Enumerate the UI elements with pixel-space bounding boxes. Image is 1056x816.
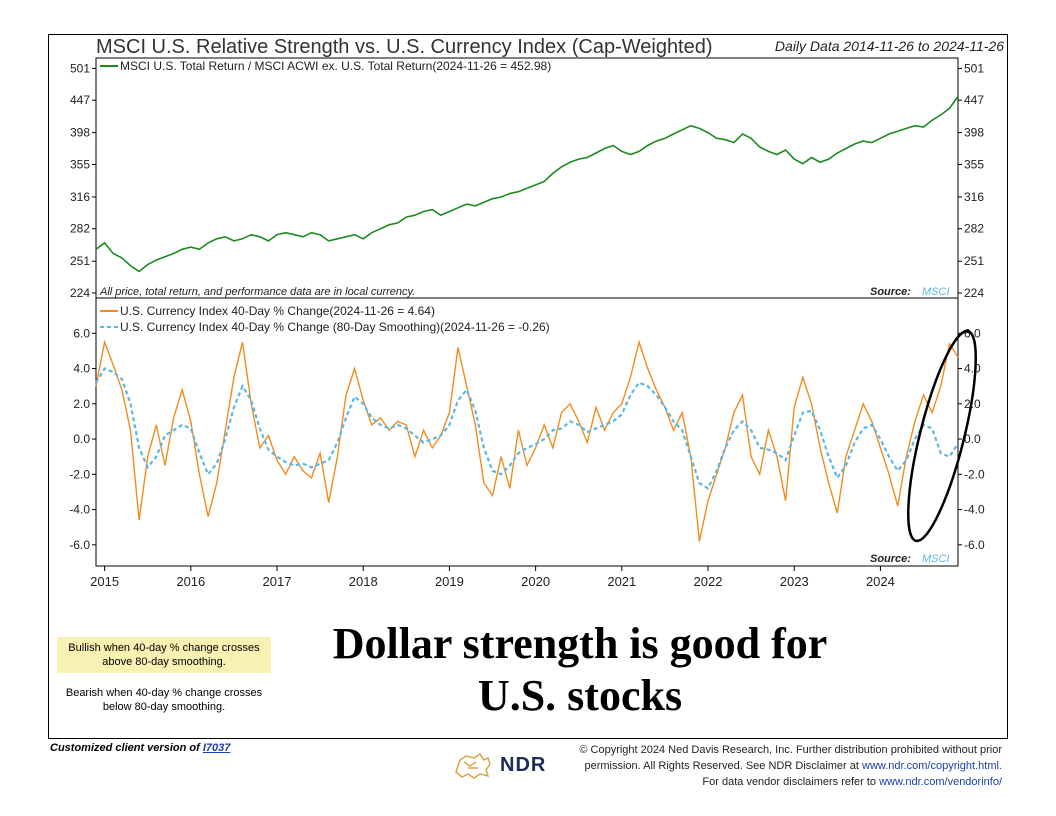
top-ytick-label-left: 224	[70, 286, 90, 300]
top-ytick-label-left: 282	[70, 222, 90, 236]
client-version: Customized client version of I7037	[50, 742, 230, 754]
top-panel-border	[95, 57, 959, 299]
highlight-ellipse	[907, 329, 977, 543]
headline-line-1: Dollar strength is good for	[332, 619, 828, 668]
currency-change-line	[95, 339, 959, 542]
xtick-label: 2017	[263, 574, 292, 589]
xtick-label: 2018	[349, 574, 378, 589]
copyright-text-2: permission. All Rights Reserved. See NDR…	[584, 760, 862, 772]
chart-svg: 224 224 251 251 282 282 316 316 355 355 398 398 447 4…	[69, 57, 985, 589]
bottom-ytick-label-right: -6.0	[964, 538, 985, 552]
copyright-line-1: © Copyright 2024 Ned Davis Research, Inc…	[579, 744, 1002, 756]
top-ytick-label-right: 355	[964, 157, 984, 171]
copyright-line-3: For data vendor disclaimers refer to www…	[562, 774, 1002, 790]
headline-line-2: U.S. stocks	[477, 671, 683, 720]
bottom-ytick-label-right: 4.0	[964, 362, 981, 376]
relative-strength-line	[95, 96, 959, 273]
top-source-label: Source:	[870, 286, 911, 298]
date-range: Daily Data 2014-11-26 to 2024-11-26	[774, 38, 1004, 54]
xtick-label: 2023	[780, 574, 809, 589]
ndr-logo-text: NDR	[500, 754, 547, 776]
top-ytick-label-left: 398	[70, 126, 90, 140]
xtick-label: 2015	[90, 574, 119, 589]
bottom-ytick-label-left: -2.0	[69, 467, 90, 481]
bottom-ytick-label-right: 0.0	[964, 432, 981, 446]
top-ytick-label-left: 316	[70, 190, 90, 204]
xtick-label: 2020	[521, 574, 550, 589]
smoothing-line	[95, 367, 959, 490]
bottom-ytick-label-left: -4.0	[69, 503, 90, 517]
bottom-ytick-label-right: -4.0	[964, 503, 985, 517]
top-ytick-label-right: 398	[964, 126, 984, 140]
bottom-ytick-label-left: 2.0	[73, 397, 90, 411]
bottom-legend-label-1: U.S. Currency Index 40-Day % Change(2024…	[120, 304, 435, 318]
top-ytick-label-left: 355	[70, 157, 90, 171]
bottom-ytick-label-left: -6.0	[69, 538, 90, 552]
client-link[interactable]: I7037	[202, 742, 231, 754]
bottom-legend-label-2: U.S. Currency Index 40-Day % Change (80-…	[120, 320, 550, 334]
copyright-text-3: For data vendor disclaimers refer to	[702, 776, 880, 788]
xtick-label: 2021	[607, 574, 636, 589]
top-ytick-label-right: 282	[964, 222, 984, 236]
bottom-ytick-label-left: 6.0	[73, 326, 90, 340]
top-ytick-label-right: 251	[964, 254, 984, 268]
bullish-callout: Bullish when 40-day % change crosses abo…	[57, 637, 271, 673]
bottom-ytick-label-left: 0.0	[73, 432, 90, 446]
xtick-label: 2019	[435, 574, 464, 589]
xtick-label: 2016	[176, 574, 205, 589]
top-ytick-label-left: 251	[70, 254, 90, 268]
copyright-line-2: permission. All Rights Reserved. See NDR…	[562, 758, 1002, 774]
top-ytick-label-left: 447	[70, 93, 90, 107]
copyright-notice: © Copyright 2024 Ned Davis Research, Inc…	[562, 742, 1002, 790]
bottom-source-value: MSCI	[922, 553, 950, 565]
ndr-bull-logo-icon	[455, 753, 491, 779]
top-ytick-label-right: 316	[964, 190, 984, 204]
vendorinfo-link[interactable]: www.ndr.com/vendorinfo/	[879, 776, 1002, 788]
bottom-panel-border	[95, 297, 959, 567]
footer-divider	[48, 738, 1008, 739]
xtick-label: 2024	[866, 574, 895, 589]
chart-frame	[48, 34, 1008, 738]
headline: Dollar strength is good for U.S. stocks	[300, 618, 860, 722]
top-ytick-label-right: 501	[964, 61, 984, 75]
top-ytick-label-left: 501	[70, 61, 90, 75]
client-prefix: Customized client version of	[50, 742, 203, 754]
chart-title: MSCI U.S. Relative Strength vs. U.S. Cur…	[96, 36, 713, 58]
top-ytick-label-right: 447	[964, 93, 984, 107]
bottom-ytick-label-right: -2.0	[964, 467, 985, 481]
xtick-label: 2022	[694, 574, 723, 589]
top-ytick-label-right: 224	[964, 286, 984, 300]
bearish-callout: Bearish when 40-day % change crosses bel…	[65, 687, 263, 713]
top-source-value: MSCI	[922, 286, 950, 298]
top-note: All price, total return, and performance…	[99, 286, 415, 298]
top-legend-label: MSCI U.S. Total Return / MSCI ACWI ex. U…	[120, 59, 551, 73]
copyright-link[interactable]: www.ndr.com/copyright.html.	[862, 760, 1002, 772]
bottom-source-label: Source:	[870, 553, 911, 565]
bottom-ytick-label-left: 4.0	[73, 362, 90, 376]
